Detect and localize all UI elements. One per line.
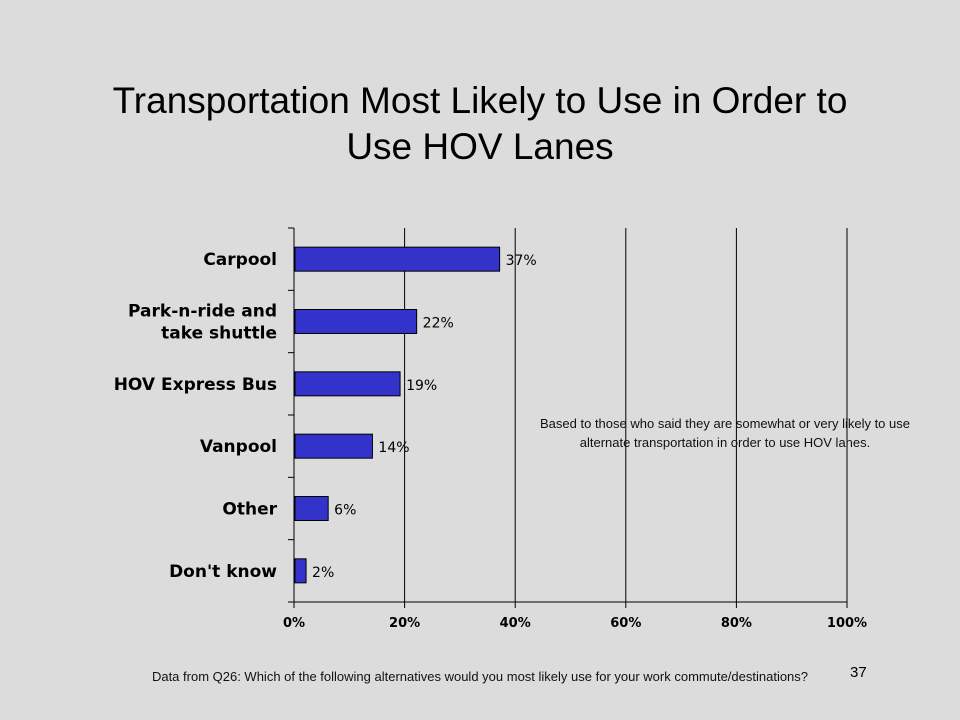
chart-title: Transportation Most Likely to Use in Ord… [40,78,920,170]
category-label: Vanpool [200,437,277,457]
base-note: Based to those who said they are somewha… [540,416,910,450]
title-line-2: Use HOV Lanes [346,126,614,167]
bar [294,558,307,584]
data-label: 6% [334,503,356,519]
bar [294,371,401,397]
data-label: 37% [506,253,537,269]
footnote: Data from Q26: Which of the following al… [151,669,809,684]
bar [294,496,329,521]
x-tick-label: 60% [610,616,641,631]
page-number: 37 [850,664,867,681]
title-line-1: Transportation Most Likely to Use in Ord… [112,80,848,121]
bar [294,246,501,272]
data-label: 2% [312,565,334,581]
category-label: Other [222,500,277,520]
category-label: Don't know [169,562,277,582]
bar [294,309,418,334]
data-label: 14% [378,440,409,456]
x-tick-label: 20% [389,616,420,631]
x-tick-label: 100% [827,616,867,631]
bar [294,433,373,459]
data-label: 19% [406,378,437,394]
category-label: Park-n-ride and [128,302,277,322]
x-tick-label: 0% [283,616,305,631]
category-label: take shuttle [161,324,277,344]
data-label: 22% [423,316,454,332]
x-tick-label: 40% [500,616,531,631]
x-tick-label: 80% [721,616,752,631]
category-label: HOV Express Bus [114,375,277,395]
category-label: Carpool [203,250,277,270]
